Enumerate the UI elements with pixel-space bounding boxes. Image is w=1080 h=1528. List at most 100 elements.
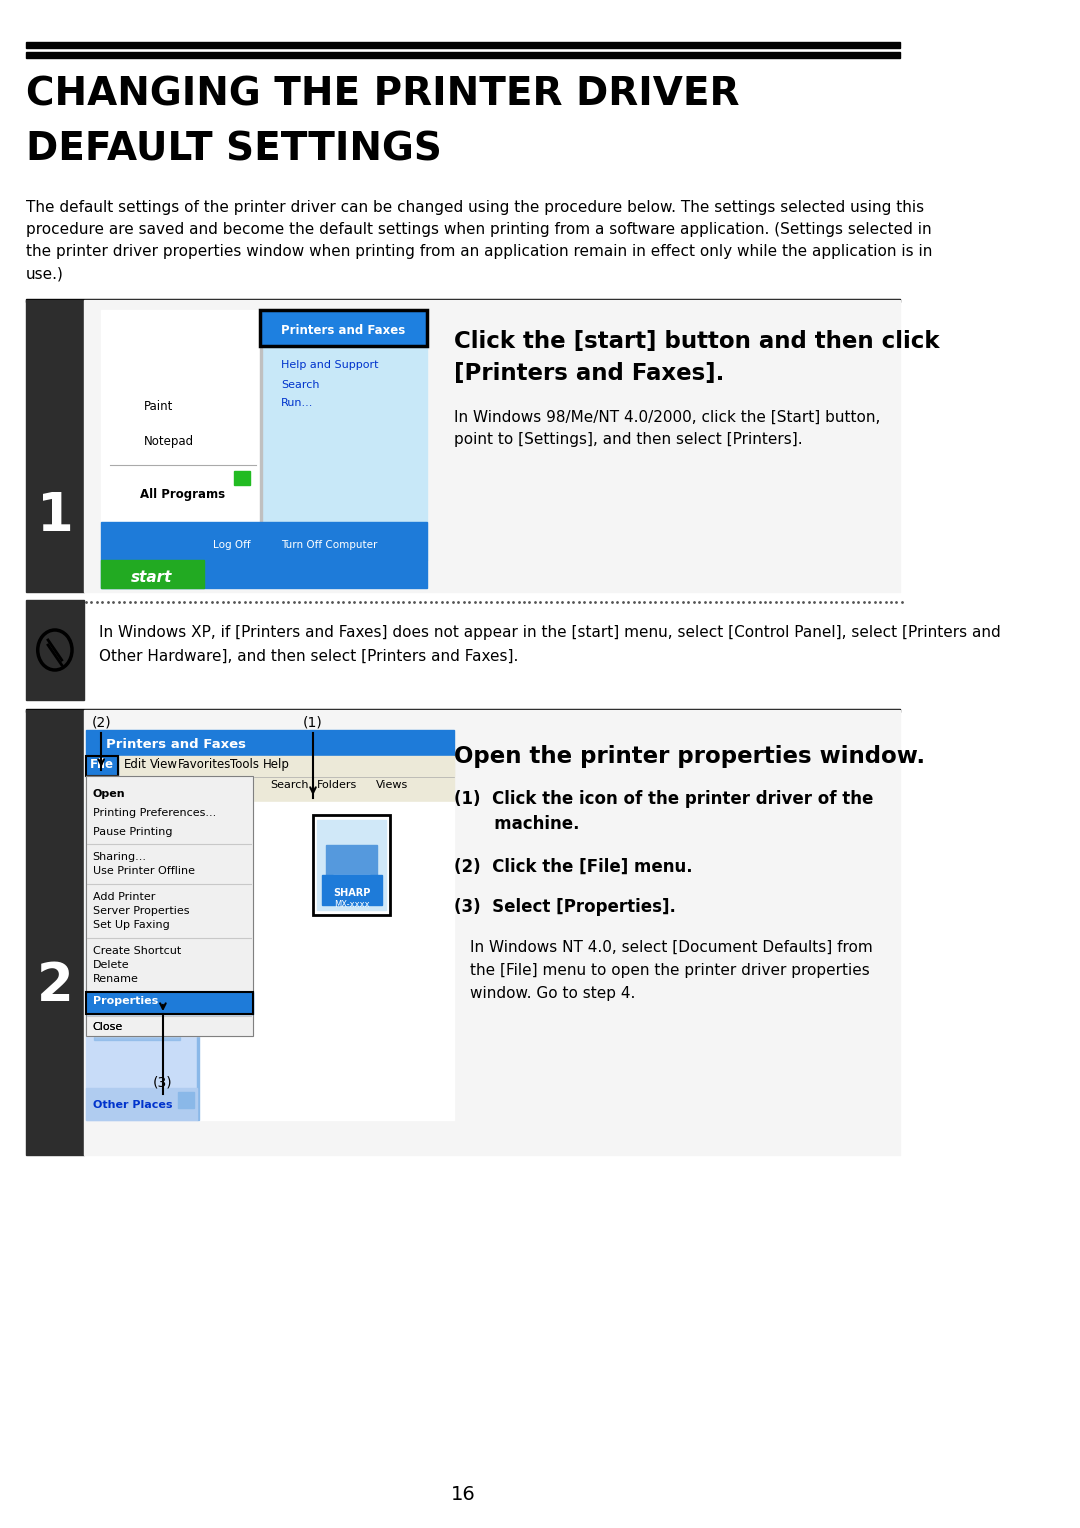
Text: 1: 1 bbox=[37, 490, 73, 542]
Bar bbox=[326, 845, 377, 880]
Text: procedure are saved and become the default settings when printing from a softwar: procedure are saved and become the defau… bbox=[26, 222, 931, 237]
Bar bbox=[318, 821, 386, 911]
Bar bbox=[85, 756, 455, 776]
Bar bbox=[85, 1088, 198, 1120]
Bar bbox=[26, 601, 84, 700]
Text: All Programs: All Programs bbox=[139, 487, 225, 501]
Text: (2)  Click the [File] menu.: (2) Click the [File] menu. bbox=[455, 859, 693, 876]
Text: (3)  Select [Properties].: (3) Select [Properties]. bbox=[455, 898, 676, 915]
Bar bbox=[84, 711, 901, 1155]
Text: nces: nces bbox=[90, 931, 114, 940]
Text: Close: Close bbox=[93, 1022, 123, 1031]
Text: CHANGING THE PRINTER DRIVER: CHANGING THE PRINTER DRIVER bbox=[26, 75, 739, 113]
Text: MX-xxxx: MX-xxxx bbox=[334, 900, 369, 909]
Text: window. Go to step 4.: window. Go to step 4. bbox=[470, 986, 635, 1001]
Bar bbox=[85, 730, 455, 756]
Bar bbox=[85, 756, 119, 776]
Text: (3): (3) bbox=[153, 1076, 173, 1089]
Text: Other Places: Other Places bbox=[93, 1100, 172, 1109]
Text: Help: Help bbox=[262, 758, 289, 772]
Text: Up: Up bbox=[222, 779, 238, 790]
Text: Views: Views bbox=[376, 779, 408, 790]
Text: In Windows 98/Me/NT 4.0/2000, click the [Start] button,: In Windows 98/Me/NT 4.0/2000, click the … bbox=[455, 410, 881, 425]
Text: Favorites: Favorites bbox=[178, 758, 232, 772]
Text: Pause Printing: Pause Printing bbox=[93, 827, 172, 837]
Text: Use Printer Offline: Use Printer Offline bbox=[93, 866, 194, 876]
Text: In Windows XP, if [Printers and Faxes] does not appear in the [start] menu, sele: In Windows XP, if [Printers and Faxes] d… bbox=[98, 625, 1000, 640]
Bar bbox=[260, 348, 261, 559]
Text: Properties: Properties bbox=[93, 996, 158, 1005]
Text: In Windows NT 4.0, select [Document Defaults] from: In Windows NT 4.0, select [Document Defa… bbox=[470, 940, 873, 955]
Text: SHARP: SHARP bbox=[333, 888, 370, 898]
Text: Create Shortcut: Create Shortcut bbox=[93, 946, 180, 957]
Bar bbox=[26, 52, 901, 58]
Text: Open the printer properties window.: Open the printer properties window. bbox=[455, 746, 926, 769]
Bar bbox=[333, 876, 370, 895]
Text: Delete: Delete bbox=[93, 960, 130, 970]
Text: machine.: machine. bbox=[455, 814, 580, 833]
Text: Folders: Folders bbox=[318, 779, 357, 790]
Text: Tools: Tools bbox=[230, 758, 259, 772]
Bar bbox=[234, 471, 249, 484]
Text: Turn Off Computer: Turn Off Computer bbox=[281, 539, 378, 550]
Bar bbox=[26, 41, 901, 47]
Bar bbox=[261, 348, 427, 559]
Text: point to [Settings], and then select [Printers].: point to [Settings], and then select [Pr… bbox=[455, 432, 804, 448]
Bar bbox=[261, 312, 427, 344]
Text: Other Hardware], and then select [Printers and Faxes].: Other Hardware], and then select [Printe… bbox=[98, 649, 518, 665]
Bar bbox=[85, 802, 455, 1120]
Bar bbox=[94, 1021, 180, 1041]
Text: 2: 2 bbox=[37, 960, 73, 1012]
Text: Set Up Faxing: Set Up Faxing bbox=[93, 920, 170, 931]
Bar bbox=[85, 756, 119, 776]
Text: Open: Open bbox=[93, 788, 125, 799]
Bar bbox=[85, 762, 455, 802]
Text: the printer driver properties window when printing from an application remain in: the printer driver properties window whe… bbox=[26, 244, 932, 260]
Text: Add Printer: Add Printer bbox=[93, 892, 156, 902]
Text: Notepad: Notepad bbox=[144, 435, 194, 448]
Text: Paint: Paint bbox=[144, 400, 174, 413]
Text: Edit: Edit bbox=[124, 758, 147, 772]
Bar bbox=[198, 802, 199, 1120]
Text: Printers and Faxes: Printers and Faxes bbox=[281, 324, 405, 338]
Text: The default settings of the printer driver can be changed using the procedure be: The default settings of the printer driv… bbox=[26, 200, 923, 215]
Bar bbox=[85, 776, 253, 1036]
Bar bbox=[85, 992, 253, 1015]
Bar bbox=[26, 711, 84, 1155]
Bar bbox=[102, 523, 427, 559]
Text: Server Properties: Server Properties bbox=[93, 906, 189, 915]
Bar bbox=[26, 299, 84, 591]
Text: [Printers and Faxes].: [Printers and Faxes]. bbox=[455, 362, 725, 385]
Text: Help and Support: Help and Support bbox=[281, 361, 379, 370]
Text: DEFAULT SETTINGS: DEFAULT SETTINGS bbox=[26, 130, 442, 168]
Bar bbox=[322, 876, 381, 905]
Text: Properties: Properties bbox=[93, 998, 149, 1008]
Bar bbox=[26, 299, 901, 303]
Text: Rename: Rename bbox=[93, 973, 138, 984]
Text: (1): (1) bbox=[303, 715, 323, 729]
Text: Search: Search bbox=[270, 779, 309, 790]
Bar bbox=[85, 776, 253, 1036]
Bar bbox=[102, 559, 204, 588]
Text: (2): (2) bbox=[92, 715, 111, 729]
Text: Run...: Run... bbox=[281, 397, 313, 408]
Text: (1)  Click the icon of the printer driver of the: (1) Click the icon of the printer driver… bbox=[455, 790, 874, 808]
Text: start: start bbox=[131, 570, 173, 585]
Text: Sharing...: Sharing... bbox=[93, 853, 147, 862]
Bar bbox=[178, 1093, 193, 1108]
Text: File: File bbox=[90, 758, 114, 772]
Text: the [File] menu to open the printer driver properties: the [File] menu to open the printer driv… bbox=[470, 963, 869, 978]
Text: use.): use.) bbox=[26, 266, 64, 281]
Text: Click the [start] button and then click: Click the [start] button and then click bbox=[455, 330, 940, 353]
Text: View: View bbox=[150, 758, 178, 772]
Text: Log Off: Log Off bbox=[213, 539, 251, 550]
Text: Printing Preferences...: Printing Preferences... bbox=[93, 808, 216, 817]
Text: 16: 16 bbox=[450, 1485, 475, 1504]
Bar bbox=[260, 310, 427, 345]
Text: Close: Close bbox=[93, 1022, 123, 1031]
Text: Search: Search bbox=[281, 380, 320, 390]
Bar bbox=[313, 814, 390, 915]
Bar bbox=[26, 709, 901, 712]
Bar bbox=[85, 992, 253, 1015]
Bar bbox=[84, 299, 901, 591]
